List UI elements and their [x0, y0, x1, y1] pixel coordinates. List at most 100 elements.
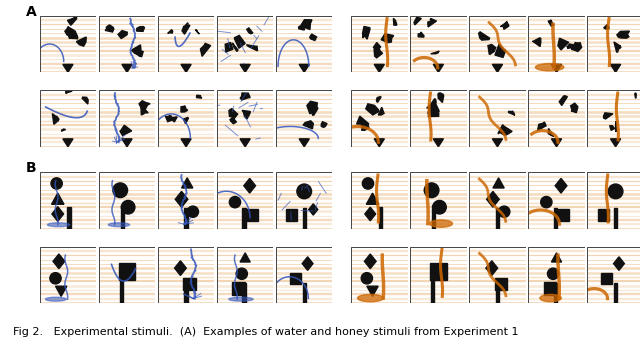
- Polygon shape: [244, 178, 255, 193]
- Polygon shape: [571, 103, 578, 113]
- Circle shape: [362, 178, 374, 189]
- Polygon shape: [365, 207, 376, 221]
- Polygon shape: [168, 30, 173, 33]
- Bar: [614, 283, 617, 303]
- Polygon shape: [299, 64, 309, 72]
- Polygon shape: [495, 278, 507, 290]
- Polygon shape: [552, 253, 561, 262]
- Polygon shape: [486, 261, 498, 275]
- Circle shape: [236, 268, 248, 279]
- Polygon shape: [181, 106, 188, 112]
- Polygon shape: [539, 124, 540, 127]
- Polygon shape: [364, 254, 376, 269]
- Ellipse shape: [536, 64, 564, 71]
- Polygon shape: [532, 38, 541, 47]
- Polygon shape: [611, 64, 621, 72]
- Polygon shape: [302, 257, 313, 270]
- Polygon shape: [240, 93, 250, 100]
- Polygon shape: [299, 24, 305, 30]
- Polygon shape: [136, 27, 145, 31]
- Polygon shape: [598, 209, 609, 221]
- Text: A: A: [26, 5, 36, 19]
- Polygon shape: [240, 253, 250, 262]
- Bar: [121, 205, 124, 229]
- Circle shape: [50, 273, 61, 284]
- Polygon shape: [232, 282, 244, 295]
- Polygon shape: [509, 111, 515, 115]
- Polygon shape: [225, 42, 233, 52]
- Polygon shape: [136, 51, 143, 57]
- Polygon shape: [289, 273, 301, 284]
- Bar: [614, 208, 617, 229]
- Polygon shape: [286, 209, 298, 221]
- Bar: [431, 278, 435, 303]
- Polygon shape: [394, 18, 397, 25]
- Polygon shape: [234, 35, 245, 48]
- Bar: [432, 205, 435, 229]
- Polygon shape: [200, 44, 211, 56]
- Polygon shape: [555, 178, 567, 193]
- Bar: [243, 208, 246, 229]
- Bar: [243, 283, 246, 303]
- Polygon shape: [301, 20, 312, 30]
- Polygon shape: [614, 257, 625, 270]
- Polygon shape: [504, 127, 512, 135]
- Bar: [554, 208, 557, 229]
- Polygon shape: [414, 16, 421, 25]
- Text: Fig 2.   Experimental stimuli.  (A)  Examples of water and honey stimuli from Ex: Fig 2. Experimental stimuli. (A) Example…: [13, 327, 518, 337]
- Polygon shape: [61, 129, 65, 131]
- Polygon shape: [492, 64, 502, 72]
- Polygon shape: [365, 104, 379, 115]
- Polygon shape: [498, 125, 509, 135]
- Polygon shape: [165, 116, 172, 122]
- Polygon shape: [53, 254, 65, 269]
- Polygon shape: [82, 97, 88, 104]
- Polygon shape: [175, 191, 188, 207]
- Polygon shape: [433, 64, 444, 72]
- Polygon shape: [247, 28, 253, 34]
- Polygon shape: [139, 101, 150, 112]
- Polygon shape: [558, 38, 569, 50]
- Polygon shape: [308, 204, 318, 215]
- Circle shape: [188, 206, 198, 217]
- Polygon shape: [56, 286, 67, 296]
- Polygon shape: [374, 139, 385, 147]
- Polygon shape: [617, 31, 630, 38]
- Circle shape: [499, 206, 510, 217]
- Polygon shape: [601, 273, 612, 284]
- Polygon shape: [438, 93, 444, 102]
- Polygon shape: [548, 20, 554, 26]
- Polygon shape: [552, 64, 561, 72]
- Polygon shape: [240, 139, 250, 147]
- Ellipse shape: [358, 294, 383, 302]
- Bar: [303, 208, 306, 229]
- Polygon shape: [196, 95, 202, 98]
- Polygon shape: [567, 44, 579, 48]
- Polygon shape: [378, 107, 384, 115]
- Polygon shape: [170, 117, 177, 122]
- Polygon shape: [493, 178, 504, 188]
- Polygon shape: [120, 125, 132, 136]
- Polygon shape: [65, 27, 74, 37]
- Circle shape: [433, 200, 446, 214]
- Ellipse shape: [429, 220, 452, 227]
- Polygon shape: [183, 117, 188, 124]
- Polygon shape: [363, 27, 370, 39]
- Polygon shape: [635, 93, 636, 98]
- Polygon shape: [418, 32, 424, 37]
- Polygon shape: [118, 263, 136, 280]
- Circle shape: [547, 268, 559, 279]
- Polygon shape: [557, 209, 569, 221]
- Polygon shape: [543, 282, 556, 295]
- Polygon shape: [141, 105, 148, 115]
- Polygon shape: [240, 64, 250, 72]
- Circle shape: [297, 184, 312, 199]
- Ellipse shape: [228, 297, 253, 301]
- Polygon shape: [68, 31, 77, 39]
- Polygon shape: [76, 37, 86, 46]
- Polygon shape: [321, 122, 327, 128]
- Bar: [554, 283, 557, 303]
- Polygon shape: [431, 99, 436, 105]
- Polygon shape: [366, 193, 379, 204]
- Polygon shape: [63, 64, 73, 72]
